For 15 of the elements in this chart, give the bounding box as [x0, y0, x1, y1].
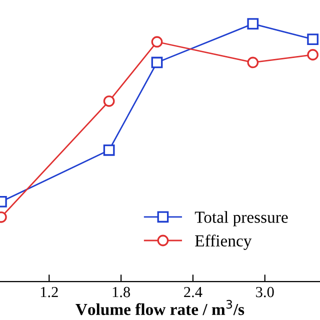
x-axis-title: Volume flow rate / m$^{3}$/s [76, 300, 244, 316]
point [103, 95, 115, 107]
x-tick-label: 2.4 [184, 286, 202, 298]
legend-label: Effiency [195, 234, 252, 250]
x-tick-label: 1.2 [40, 286, 58, 298]
point [247, 56, 259, 68]
point [151, 36, 163, 48]
x-tick-label: 1.8 [112, 286, 130, 298]
point [307, 49, 319, 60]
legend-label: Total pressure [194, 211, 288, 226]
point [151, 56, 163, 68]
point [247, 18, 259, 30]
point [307, 34, 319, 45]
x-tick-label: 3.0 [256, 286, 274, 298]
point [103, 144, 115, 156]
